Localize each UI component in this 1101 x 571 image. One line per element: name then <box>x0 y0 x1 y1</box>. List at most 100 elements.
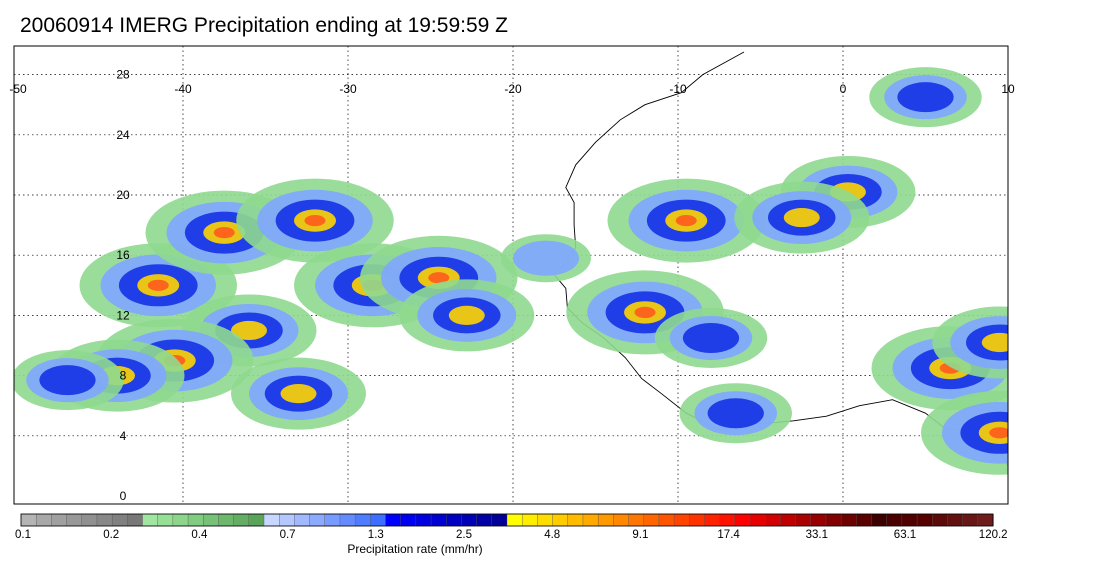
precip-cell <box>932 306 1008 379</box>
colorbar-swatch <box>734 513 751 527</box>
precipitation-cells <box>14 67 1008 475</box>
colorbar-swatch <box>628 513 645 527</box>
colorbar-swatch <box>233 513 250 527</box>
colorbar-swatch <box>111 513 128 527</box>
longitude-label: -20 <box>504 82 522 96</box>
colorbar-swatch <box>719 513 736 527</box>
colorbar-swatch <box>871 513 888 527</box>
precip-cell <box>501 234 591 283</box>
colorbar-tick-label: 4.8 <box>544 529 561 541</box>
colorbar-swatch <box>840 513 857 527</box>
colorbar-swatch <box>400 513 417 527</box>
coordinate-labels: -50 -40 -30 -20 -10 0 10 0 4 8 12 16 20 24 28 <box>9 68 1015 503</box>
colorbar-swatch <box>446 513 463 527</box>
precip-cell <box>231 357 366 430</box>
precip-cell <box>399 279 535 352</box>
colorbar-swatch <box>339 513 356 527</box>
colorbar-tick-label: 17.4 <box>717 529 740 541</box>
colorbar-swatch <box>20 513 37 527</box>
longitude-label: -30 <box>339 82 357 96</box>
colorbar-swatch <box>749 513 766 527</box>
colorbar-swatch <box>947 513 964 527</box>
latitude-label: 8 <box>120 369 127 383</box>
colorbar-swatch <box>35 513 52 527</box>
colorbar-swatch <box>658 513 675 527</box>
colorbar-swatch <box>825 513 842 527</box>
colorbar-swatch <box>886 513 903 527</box>
colorbar-swatch <box>704 513 721 527</box>
colorbar-tick-label: 0.1 <box>15 529 31 541</box>
colorbar-swatch <box>795 513 812 527</box>
colorbar-swatch <box>764 513 781 527</box>
colorbar-tick-label: 0.7 <box>279 529 296 541</box>
colorbar-title: Precipitation rate (mm/hr) <box>347 542 483 556</box>
colorbar-swatch <box>66 513 83 527</box>
map-title: 20060914 IMERG Precipitation ending at 1… <box>20 14 508 37</box>
colorbar-swatch <box>81 513 98 527</box>
colorbar-swatch <box>203 513 220 527</box>
colorbar-swatch <box>142 513 159 527</box>
colorbar-tick-label: 0.4 <box>191 529 208 541</box>
latitude-label: 4 <box>120 429 127 443</box>
latitude-label: 0 <box>120 489 127 503</box>
colorbar-swatch <box>810 513 827 527</box>
colorbar-swatch <box>780 513 797 527</box>
colorbar-swatch <box>96 513 113 527</box>
colorbar-swatch <box>521 513 538 527</box>
colorbar-swatch <box>218 513 235 527</box>
colorbar-swatch <box>643 513 660 527</box>
colorbar-swatch <box>461 513 478 527</box>
precip-cell <box>607 178 765 263</box>
colorbar-swatch <box>157 513 174 527</box>
colorbar-swatch <box>901 513 918 527</box>
colorbar-swatch <box>537 513 554 527</box>
colorbar-swatch <box>294 513 311 527</box>
colorbar-swatch <box>324 513 341 527</box>
colorbar-swatch <box>582 513 599 527</box>
colorbar-swatch <box>187 513 204 527</box>
colorbar-swatch <box>51 513 68 527</box>
precip-cell <box>14 350 124 411</box>
colorbar-swatch <box>127 513 144 527</box>
longitude-label: 0 <box>840 82 847 96</box>
colorbar-swatch <box>552 513 569 527</box>
colorbar-swatch <box>248 513 265 527</box>
longitude-label: -10 <box>669 82 687 96</box>
colorbar-swatch <box>491 513 508 527</box>
colorbar-tick-label: 9.1 <box>632 529 649 541</box>
map-frame <box>13 45 1009 505</box>
colorbar-tick-label: 120.2 <box>978 529 1008 541</box>
colorbar-swatch <box>962 513 979 527</box>
colorbar-swatch <box>506 513 523 527</box>
colorbar-swatch <box>567 513 584 527</box>
latitude-label: 12 <box>116 308 130 322</box>
precip-cell <box>679 383 792 444</box>
latitude-label: 24 <box>116 128 130 142</box>
precip-cell <box>921 390 1008 475</box>
colorbar-swatch <box>263 513 280 527</box>
colorbar-tick-label: 63.1 <box>893 529 917 541</box>
precip-cell <box>869 67 982 128</box>
colorbar-swatch <box>856 513 873 527</box>
colorbar-swatch <box>977 513 994 527</box>
colorbar-swatch <box>309 513 326 527</box>
colorbar-swatch <box>278 513 295 527</box>
colorbar-swatch <box>597 513 614 527</box>
colorbar <box>20 513 994 527</box>
precip-cell <box>654 307 768 368</box>
precip-cell <box>734 181 870 254</box>
latitude-label: 28 <box>116 68 130 82</box>
colorbar-swatch <box>370 513 387 527</box>
latitude-label: 16 <box>116 248 130 262</box>
colorbar-tick-label: 2.5 <box>456 529 472 541</box>
colorbar-swatch <box>476 513 493 527</box>
longitude-label: 10 <box>1001 82 1015 96</box>
colorbar-swatch <box>415 513 432 527</box>
colorbar-tick-label: 0.2 <box>103 529 120 541</box>
colorbar-swatch <box>385 513 402 527</box>
colorbar-swatch <box>932 513 949 527</box>
colorbar-tick-label: 33.1 <box>805 529 828 541</box>
colorbar-swatch <box>613 513 630 527</box>
colorbar-swatch <box>689 513 706 527</box>
